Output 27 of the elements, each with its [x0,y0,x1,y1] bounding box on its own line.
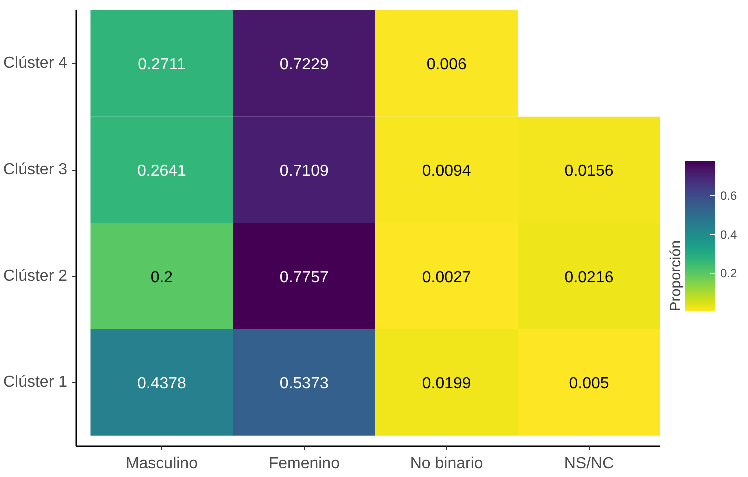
data-label: 0.0199 [422,376,472,393]
color-bar-label: 0.2 [720,266,738,281]
data-label: 0.2 [150,269,174,286]
data-label: 0.5373 [280,376,329,393]
data-label: 0.0156 [564,163,614,180]
data-label: 0.7757 [280,269,329,286]
data-label: 0.0094 [422,163,472,180]
data-label: 0.005 [569,376,610,393]
x-tick-label: Femenino [268,456,340,472]
data-label: 0.2641 [137,163,187,180]
y-tick-label: Clúster 1 [3,374,68,392]
data-label: 0.006 [426,56,467,74]
x-tick-label: Masculino [126,456,198,472]
x-tick-label: No binario [410,456,484,472]
color-bar-label: 0.6 [720,189,738,204]
color-bar-title: Proporción [668,240,684,312]
x-tick-label: NS/NC [564,456,614,472]
data-label: 0.0027 [422,269,472,286]
data-label: 0.0216 [564,269,614,286]
data-label: 0.7109 [280,163,329,180]
data-label: 0.7229 [280,56,329,74]
color-bar-label: 0.4 [720,228,738,242]
y-tick-label: Clúster 3 [3,162,68,179]
y-tick-label: Clúster 4 [3,55,68,72]
data-label: 0.2711 [138,56,186,74]
y-tick-label: Clúster 2 [3,268,68,285]
data-label: 0.4378 [137,376,187,393]
